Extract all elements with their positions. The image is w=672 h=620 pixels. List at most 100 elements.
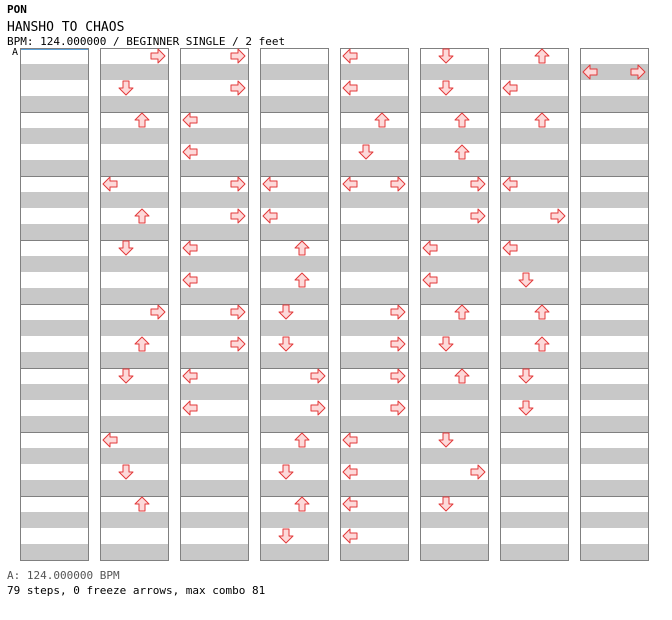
up-arrow-icon — [294, 496, 310, 512]
beat-stripe — [260, 128, 328, 144]
beat-stripe — [420, 224, 488, 240]
right-arrow-icon — [230, 176, 246, 192]
right-arrow-icon — [550, 208, 566, 224]
up-arrow-icon — [534, 112, 550, 128]
right-arrow-icon — [630, 64, 646, 80]
beat-stripe — [100, 96, 168, 112]
bpm-marker-line — [20, 49, 88, 50]
right-arrow-icon — [390, 336, 406, 352]
step-stats: 79 steps, 0 freeze arrows, max combo 81 — [7, 584, 266, 597]
beat-stripe — [180, 64, 248, 80]
left-arrow-icon — [342, 80, 358, 96]
down-arrow-icon — [278, 464, 294, 480]
down-arrow-icon — [278, 304, 294, 320]
down-arrow-icon — [358, 144, 374, 160]
beat-stripe — [180, 416, 248, 432]
beat-stripe — [260, 512, 328, 528]
chart-column — [100, 48, 169, 561]
beat-stripe — [340, 96, 408, 112]
beat-stripe — [420, 512, 488, 528]
beat-stripe — [180, 352, 248, 368]
beat-stripe — [500, 256, 568, 272]
beat-stripe — [20, 352, 88, 368]
beat-stripe — [20, 96, 88, 112]
beat-stripe — [20, 448, 88, 464]
beat-stripe — [260, 384, 328, 400]
beat-stripe — [340, 288, 408, 304]
beat-stripe — [500, 320, 568, 336]
beat-stripe — [260, 96, 328, 112]
beat-stripe — [580, 64, 648, 80]
left-arrow-icon — [182, 272, 198, 288]
left-arrow-icon — [262, 176, 278, 192]
beat-stripe — [100, 192, 168, 208]
beat-stripe — [260, 416, 328, 432]
beat-stripe — [340, 224, 408, 240]
beat-stripe — [580, 384, 648, 400]
beat-stripe — [260, 288, 328, 304]
beat-stripe — [420, 96, 488, 112]
left-arrow-icon — [182, 112, 198, 128]
down-arrow-icon — [118, 464, 134, 480]
right-arrow-icon — [230, 336, 246, 352]
beat-stripe — [500, 512, 568, 528]
beat-stripe — [20, 224, 88, 240]
measure-box — [500, 496, 569, 561]
beat-stripe — [20, 512, 88, 528]
beat-stripe — [340, 448, 408, 464]
up-arrow-icon — [374, 112, 390, 128]
beat-stripe — [580, 96, 648, 112]
beat-stripe — [180, 192, 248, 208]
beat-stripe — [180, 288, 248, 304]
down-arrow-icon — [278, 528, 294, 544]
left-arrow-icon — [342, 176, 358, 192]
up-arrow-icon — [134, 496, 150, 512]
measure-box — [340, 496, 409, 561]
down-arrow-icon — [518, 368, 534, 384]
beat-stripe — [340, 64, 408, 80]
beat-stripe — [20, 256, 88, 272]
chart-column — [340, 48, 409, 561]
beat-stripe — [180, 384, 248, 400]
bpm-summary: A: 124.000000 BPM — [7, 569, 120, 582]
beat-stripe — [340, 384, 408, 400]
beat-stripe — [20, 544, 88, 560]
down-arrow-icon — [278, 336, 294, 352]
beat-stripe — [420, 160, 488, 176]
beat-stripe — [180, 544, 248, 560]
right-arrow-icon — [390, 176, 406, 192]
right-arrow-icon — [230, 80, 246, 96]
beat-stripe — [420, 480, 488, 496]
chart-column — [180, 48, 249, 561]
beat-stripe — [100, 512, 168, 528]
right-arrow-icon — [150, 304, 166, 320]
left-arrow-icon — [422, 272, 438, 288]
left-arrow-icon — [182, 144, 198, 160]
measure-box — [260, 496, 329, 561]
left-arrow-icon — [342, 496, 358, 512]
left-arrow-icon — [342, 48, 358, 64]
beat-stripe — [580, 352, 648, 368]
beat-stripe — [500, 352, 568, 368]
left-arrow-icon — [182, 400, 198, 416]
beat-stripe — [100, 480, 168, 496]
beat-stripe — [180, 224, 248, 240]
down-arrow-icon — [118, 80, 134, 96]
beat-stripe — [500, 480, 568, 496]
beat-stripe — [580, 160, 648, 176]
left-arrow-icon — [582, 64, 598, 80]
beat-stripe — [420, 192, 488, 208]
down-arrow-icon — [518, 400, 534, 416]
beat-stripe — [260, 192, 328, 208]
beat-stripe — [420, 448, 488, 464]
beat-stripe — [180, 512, 248, 528]
beat-stripe — [340, 352, 408, 368]
beat-stripe — [180, 256, 248, 272]
beat-stripe — [100, 320, 168, 336]
beat-stripe — [100, 384, 168, 400]
beat-stripe — [100, 544, 168, 560]
beat-stripe — [100, 288, 168, 304]
up-arrow-icon — [454, 144, 470, 160]
beat-stripe — [20, 160, 88, 176]
